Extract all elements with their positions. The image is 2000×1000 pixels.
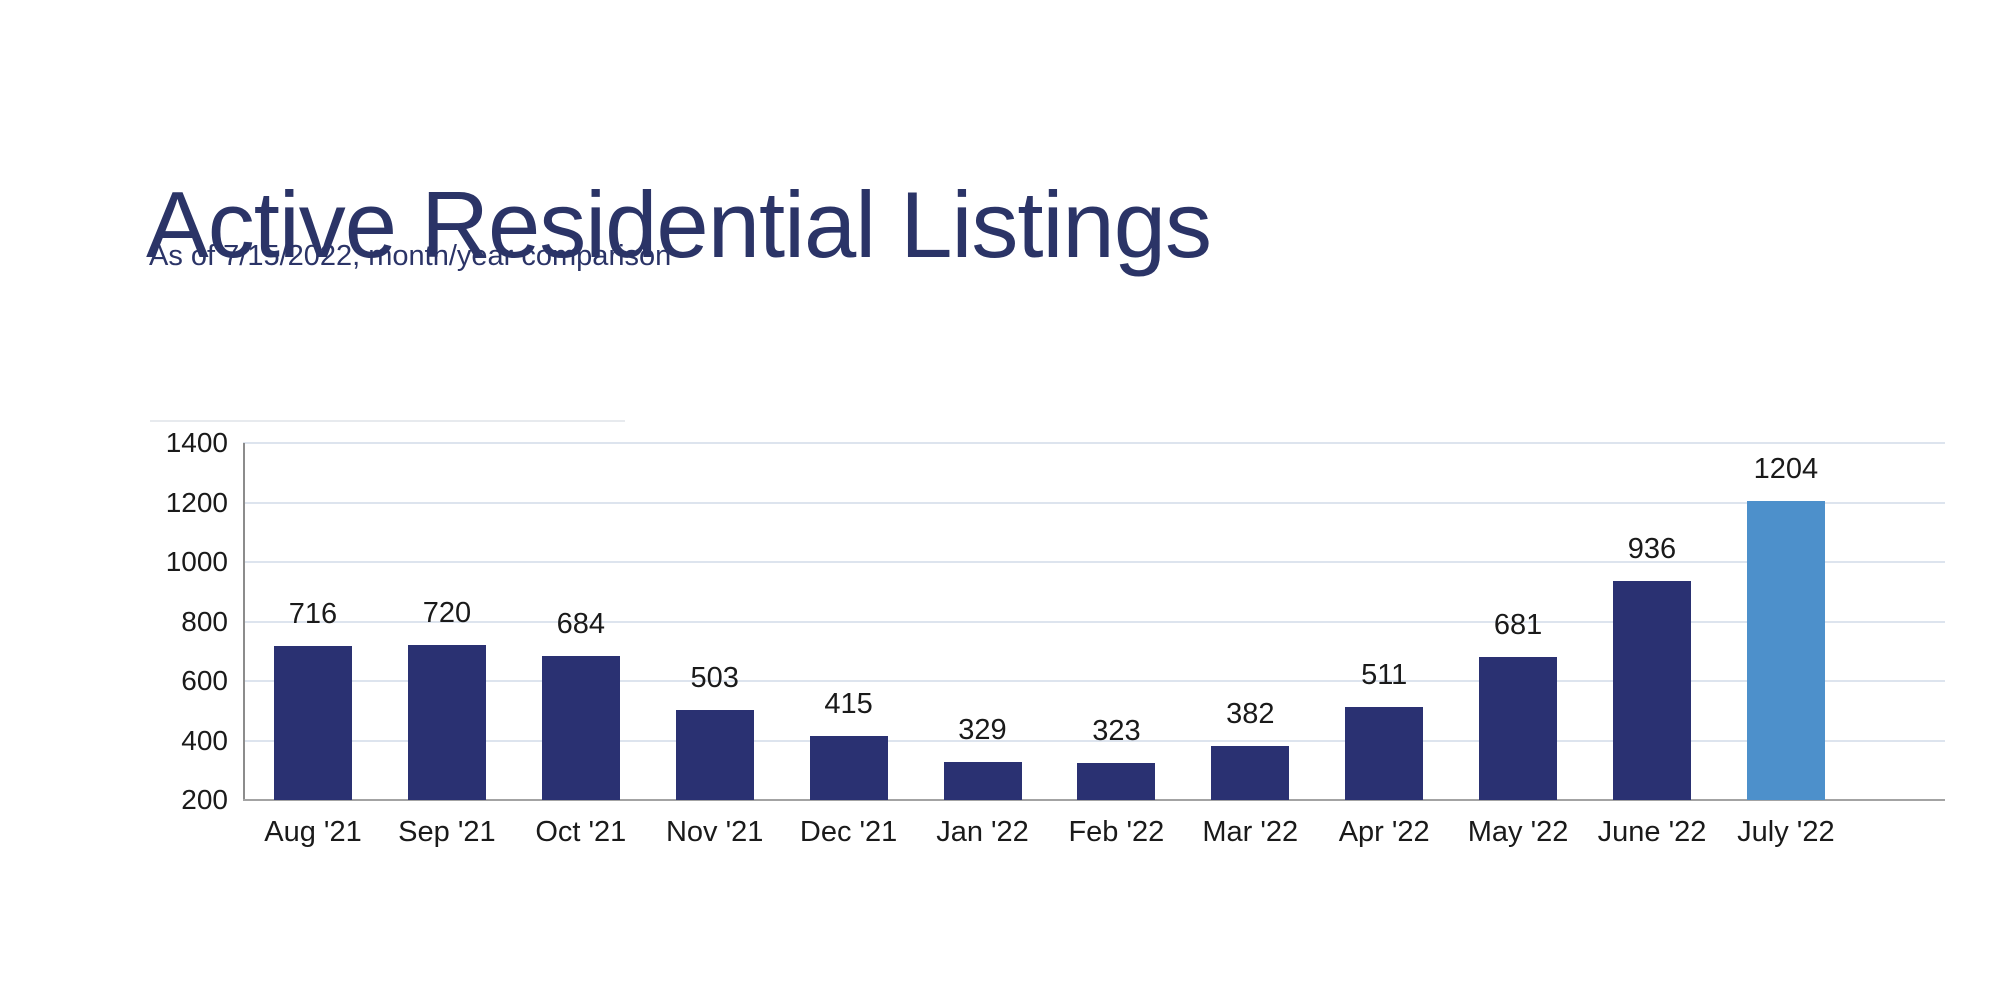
bar (1746, 501, 1825, 800)
bar-value-label: 684 (556, 608, 605, 640)
bar (1345, 707, 1424, 800)
bar-value-label: 503 (690, 661, 739, 694)
x-tick-label: Jan '22 (936, 816, 1029, 848)
chart-top-edge-line (150, 420, 625, 422)
y-tick-label: 800 (181, 605, 228, 637)
gridline (243, 501, 1945, 504)
bar (675, 709, 754, 800)
x-tick-label: Feb '22 (1068, 816, 1165, 848)
x-tick-label: Nov '21 (665, 816, 764, 848)
bar (1211, 745, 1290, 800)
y-tick-label: 1200 (165, 486, 228, 518)
bar-value-label: 511 (1361, 659, 1408, 692)
bar-value-label: 329 (958, 713, 1007, 746)
x-tick-label: June '22 (1597, 816, 1707, 848)
page-subtitle: As of 7/15/2022, month/year comparison (149, 240, 672, 272)
x-tick-label: July '22 (1737, 816, 1835, 848)
y-tick-label: 200 (181, 784, 228, 815)
bar-value-label: 681 (1493, 608, 1543, 641)
bar (407, 645, 486, 800)
bar-value-label: 323 (1092, 715, 1141, 748)
y-tick-label: 1400 (165, 427, 228, 458)
y-tick-label: 1000 (165, 546, 228, 577)
y-axis-line (243, 443, 245, 800)
gridline (243, 442, 1945, 444)
x-tick-label: Sep '21 (398, 816, 496, 848)
x-tick-label: Apr '22 (1338, 816, 1430, 848)
bar-value-label: 415 (824, 688, 873, 721)
bar-value-label: 1204 (1753, 453, 1819, 486)
x-axis-line (243, 799, 1945, 801)
x-tick-label: Aug '21 (264, 816, 362, 848)
bar (1077, 763, 1156, 800)
bar (541, 656, 620, 800)
bar (1479, 656, 1558, 800)
bar-value-label: 936 (1627, 533, 1677, 566)
y-tick-label: 600 (181, 665, 228, 696)
bar-value-label: 716 (288, 598, 338, 631)
x-tick-label: May '22 (1467, 816, 1569, 848)
bar (809, 736, 888, 800)
bar (1613, 581, 1691, 800)
bar-value-label: 382 (1226, 697, 1275, 730)
y-tick-label: 400 (181, 724, 228, 756)
bar (943, 761, 1022, 800)
x-tick-label: Oct '21 (535, 816, 627, 848)
bar (274, 646, 352, 800)
page-title: Active Residential Listings (146, 171, 1212, 277)
x-tick-label: Mar '22 (1202, 816, 1299, 848)
bar-value-label: 720 (422, 597, 472, 630)
x-tick-label: Dec '21 (799, 816, 898, 848)
